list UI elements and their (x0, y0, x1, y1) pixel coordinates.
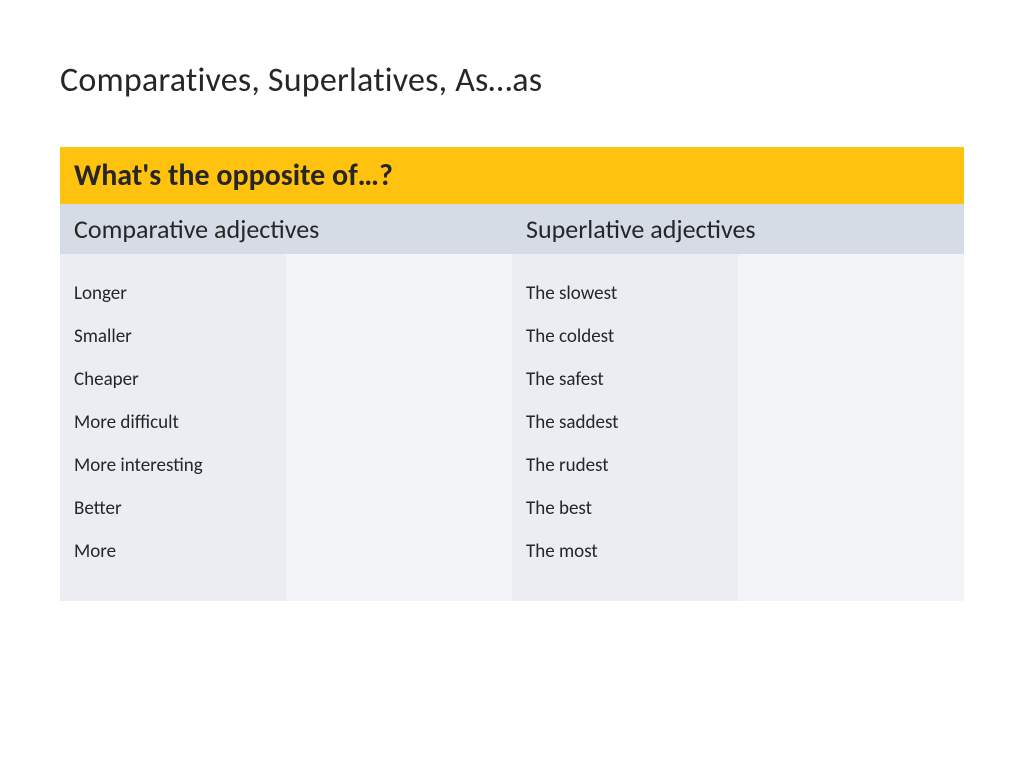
comparative-item: Smaller (74, 325, 132, 348)
adjectives-table: Comparative adjectives Superlative adjec… (60, 204, 964, 601)
comparative-item: More difficult (74, 411, 179, 434)
cell-comparatives-opposites (286, 254, 512, 601)
cell-superlatives: The slowest The coldest The safest The s… (512, 254, 738, 601)
superlatives-list: The slowest The coldest The safest The s… (526, 272, 724, 573)
table-body-row: Longer Smaller Cheaper More difficult Mo… (60, 254, 964, 601)
question-band: What's the opposite of…? (60, 147, 964, 204)
comparative-item: Better (74, 497, 122, 520)
list-item: Smaller (74, 315, 272, 358)
header-comparative: Comparative adjectives (60, 204, 512, 254)
superlative-item: The safest (526, 368, 604, 391)
superlative-item: The coldest (526, 325, 614, 348)
list-item: The best (526, 487, 724, 530)
slide-title: Comparatives, Superlatives, As…as (60, 60, 964, 101)
cell-superlatives-opposites (738, 254, 964, 601)
list-item: The slowest (526, 272, 724, 315)
list-item: More (74, 530, 272, 573)
list-item: Better (74, 487, 272, 530)
superlative-item: The most (526, 540, 598, 563)
list-item: The saddest (526, 401, 724, 444)
list-item: Longer (74, 272, 272, 315)
list-item: Cheaper (74, 358, 272, 401)
list-item: The most (526, 530, 724, 573)
list-item: More difficult (74, 401, 272, 444)
list-item: The safest (526, 358, 724, 401)
superlative-item: The rudest (526, 454, 609, 477)
cell-comparatives: Longer Smaller Cheaper More difficult Mo… (60, 254, 286, 601)
list-item: The rudest (526, 444, 724, 487)
superlative-item: The slowest (526, 282, 617, 305)
list-item: The coldest (526, 315, 724, 358)
comparative-item: Longer (74, 282, 127, 305)
comparatives-list: Longer Smaller Cheaper More difficult Mo… (74, 272, 272, 573)
superlative-item: The best (526, 497, 592, 520)
list-item: More interesting (74, 444, 272, 487)
question-text: What's the opposite of…? (74, 157, 393, 194)
comparative-item: Cheaper (74, 368, 139, 391)
table-header-row: Comparative adjectives Superlative adjec… (60, 204, 964, 254)
slide-container: Comparatives, Superlatives, As…as What's… (0, 0, 1024, 768)
header-superlative: Superlative adjectives (512, 204, 964, 254)
superlative-item: The saddest (526, 411, 619, 434)
comparative-item: More (74, 540, 116, 563)
comparative-item: More interesting (74, 454, 203, 477)
